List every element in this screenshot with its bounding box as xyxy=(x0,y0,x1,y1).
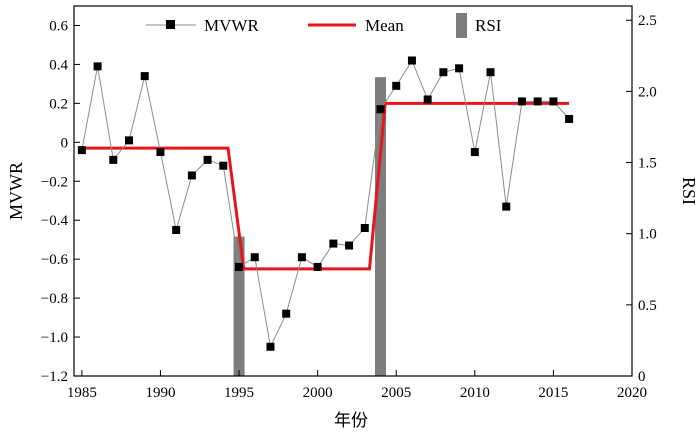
axes: 1985 1990 1995 2000 2005 2010 2015 2020 0.6 0.4 0.… xyxy=(41,13,657,401)
legend-item-rsi: RSI xyxy=(456,13,502,38)
legend-rsi-swatch xyxy=(456,13,467,38)
mean-series xyxy=(81,101,570,271)
y-tick-label: −0.2 xyxy=(41,174,68,190)
y-tick-label: 0 xyxy=(61,135,69,151)
mvwr-series xyxy=(77,56,574,351)
x-tick-label: 2005 xyxy=(381,385,411,401)
legend-label-mvwr: MVWR xyxy=(204,16,259,35)
mvwr-point xyxy=(439,68,448,77)
y-tick-label: 0.6 xyxy=(49,18,68,34)
mvwr-point xyxy=(140,72,149,81)
y2-tick-label: 2.0 xyxy=(638,84,657,100)
y-axis-label: MVWR xyxy=(6,162,26,220)
mvwr-point xyxy=(282,309,291,318)
legend: MVWR Mean RSI xyxy=(146,13,502,38)
mvwr-point xyxy=(486,68,495,77)
mvwr-point xyxy=(360,224,369,232)
x-tick-label: 2015 xyxy=(538,385,568,401)
rsi-bar xyxy=(375,77,387,377)
x-tick-label: 1995 xyxy=(224,385,254,401)
mvwr-point xyxy=(455,64,464,73)
mean-line xyxy=(81,101,570,271)
y-tick-label: 0.2 xyxy=(49,96,68,112)
legend-mvwr-marker xyxy=(166,20,175,29)
y2-tick-label: 1.0 xyxy=(638,227,657,243)
rsi-bars xyxy=(233,77,387,377)
mvwr-point xyxy=(407,56,416,65)
x-tick-label: 1985 xyxy=(67,385,97,401)
y-tick-label: −0.8 xyxy=(41,291,68,307)
mvwr-point xyxy=(109,155,118,164)
x-tick-label: 2020 xyxy=(617,385,647,401)
y2-tick-label: 0.5 xyxy=(638,298,657,314)
y-tick-label: −0.4 xyxy=(41,213,69,229)
mvwr-point xyxy=(470,148,479,157)
mvwr-point xyxy=(266,342,275,351)
mvwr-point xyxy=(392,81,401,90)
mvwr-point xyxy=(235,262,244,271)
y2-tick-label: 0 xyxy=(638,369,646,385)
mvwr-point xyxy=(345,241,354,250)
legend-item-mvwr: MVWR xyxy=(146,16,259,35)
mvwr-point xyxy=(517,97,526,106)
rsi-bar xyxy=(233,236,245,376)
x-tick-label: 2000 xyxy=(303,385,333,401)
mvwr-point xyxy=(156,148,165,157)
mvwr-point xyxy=(125,136,134,145)
y2-axis-label: RSI xyxy=(679,177,699,205)
mvwr-point xyxy=(250,253,259,262)
mvwr-point xyxy=(219,161,228,170)
mvwr-point xyxy=(329,239,338,248)
x-axis-label: 年份 xyxy=(334,411,368,431)
mvwr-point xyxy=(423,95,432,104)
mvwr-point xyxy=(533,97,542,106)
mvwr-point xyxy=(77,146,86,155)
mvwr-point xyxy=(297,253,306,262)
mvwr-point xyxy=(549,97,558,106)
legend-item-mean: Mean xyxy=(308,16,404,35)
legend-label-mean: Mean xyxy=(365,16,404,35)
y-tick-label: −1.2 xyxy=(41,369,68,385)
legend-label-rsi: RSI xyxy=(475,16,502,35)
y-tick-label: −1.0 xyxy=(41,330,68,346)
mvwr-point xyxy=(172,225,181,234)
mvwr-point xyxy=(565,114,574,123)
mvwr-point xyxy=(93,62,102,71)
mvwr-point xyxy=(187,171,196,180)
mvwr-point xyxy=(313,262,322,271)
mvwr-point xyxy=(502,202,511,211)
y-tick-label: 0.4 xyxy=(49,57,68,73)
x-tick-label: 1990 xyxy=(145,385,175,401)
mvwr-point xyxy=(376,105,385,114)
y2-tick-label: 2.5 xyxy=(638,13,657,29)
y-tick-label: −0.6 xyxy=(41,252,69,268)
plot-frame xyxy=(73,5,633,377)
x-tick-label: 2010 xyxy=(460,385,490,401)
mvwr-point xyxy=(203,155,212,164)
y2-tick-label: 1.5 xyxy=(638,156,657,172)
mvwr-line xyxy=(81,59,570,349)
